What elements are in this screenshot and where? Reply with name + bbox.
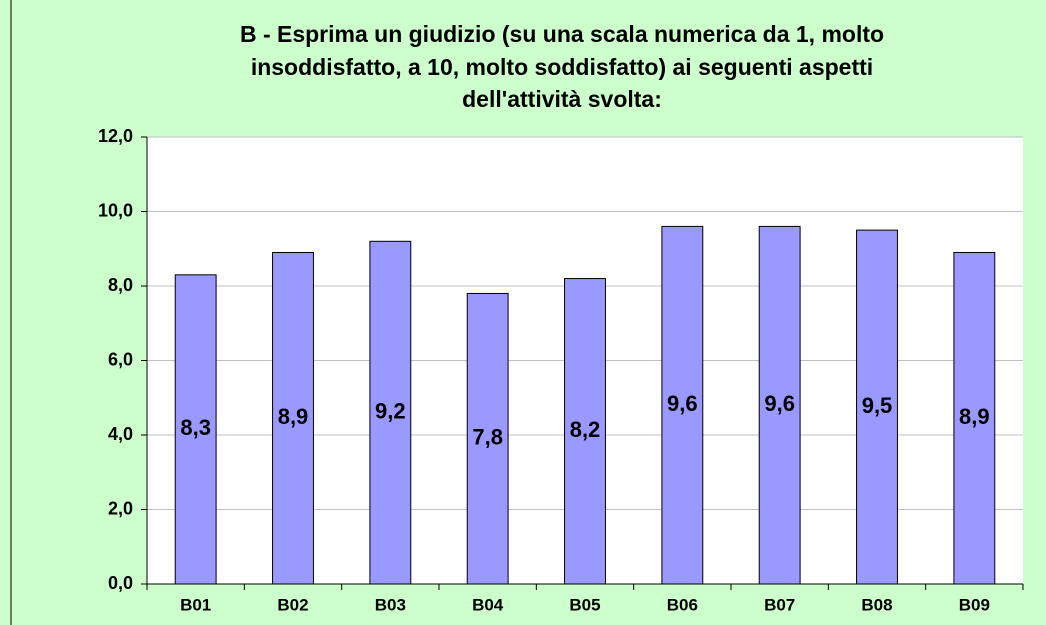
- data-label: 9,2: [375, 398, 406, 423]
- data-label: 9,6: [764, 391, 795, 416]
- bar: [661, 225, 704, 585]
- x-tick-label: B03: [375, 595, 406, 614]
- x-tick-label: B07: [764, 595, 795, 614]
- bar: [758, 225, 801, 585]
- y-tick-label: 4,0: [108, 424, 133, 444]
- y-tick-label: 12,0: [98, 126, 133, 146]
- x-tick-label: B05: [569, 595, 600, 614]
- data-label: 9,5: [862, 393, 893, 418]
- data-label: 8,9: [278, 404, 309, 429]
- data-label: 7,8: [472, 425, 503, 450]
- chart-title: dell'attività svolta:: [462, 86, 662, 112]
- x-tick-label: B02: [277, 595, 308, 614]
- x-tick-label: B08: [861, 595, 892, 614]
- bar: [953, 251, 996, 585]
- y-tick-label: 10,0: [98, 200, 133, 220]
- bar: [369, 240, 412, 585]
- data-label: 8,2: [570, 417, 601, 442]
- y-tick-label: 6,0: [108, 349, 133, 369]
- bar: [564, 278, 606, 585]
- chart-title: B - Esprima un giudizio (su una scala nu…: [240, 21, 884, 47]
- data-label: 8,9: [959, 404, 990, 429]
- chart-title: insoddisfatto, a 10, molto soddisfatto) …: [251, 54, 873, 80]
- x-tick-label: B09: [959, 595, 990, 614]
- data-label: 9,6: [667, 391, 698, 416]
- x-tick-label: B01: [180, 595, 211, 614]
- bar: [174, 274, 217, 585]
- y-tick-label: 2,0: [108, 498, 133, 518]
- bar: [856, 229, 898, 585]
- x-tick-label: B04: [472, 595, 504, 614]
- data-label: 8,3: [180, 415, 211, 440]
- bar: [272, 251, 314, 585]
- x-tick-label: B06: [667, 595, 698, 614]
- y-tick-label: 8,0: [108, 275, 133, 295]
- y-tick-label: 0,0: [108, 573, 133, 593]
- bar: [466, 292, 509, 585]
